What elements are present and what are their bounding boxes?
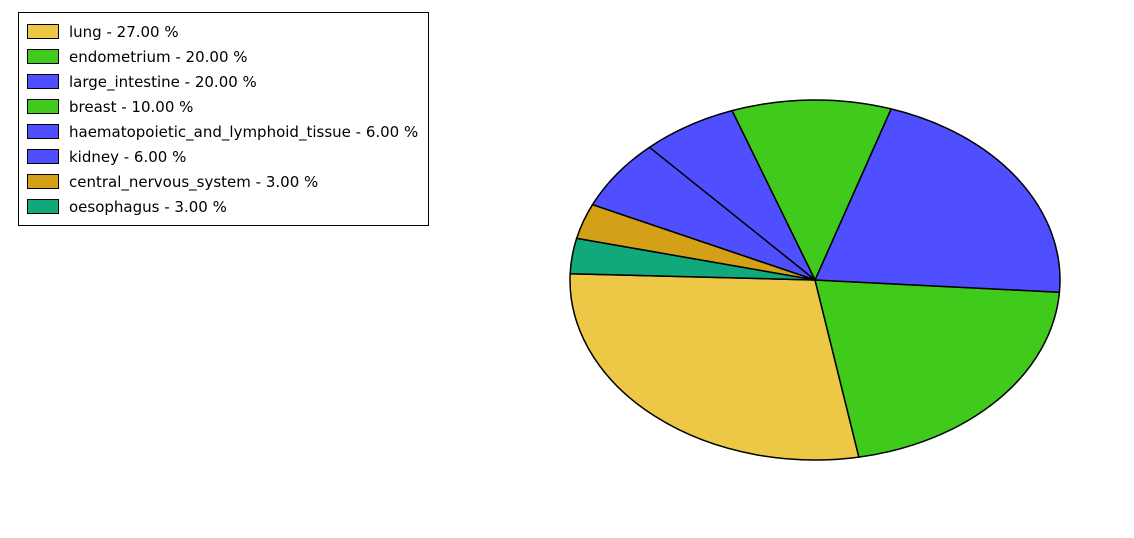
legend-item: haematopoietic_and_lymphoid_tissue - 6.0… bbox=[27, 119, 418, 144]
legend-item: kidney - 6.00 % bbox=[27, 144, 418, 169]
legend-swatch bbox=[27, 24, 59, 39]
pie-slice-endometrium bbox=[815, 280, 1059, 457]
legend-item: lung - 27.00 % bbox=[27, 19, 418, 44]
legend-swatch bbox=[27, 74, 59, 89]
pie-slice-lung bbox=[570, 274, 859, 460]
legend-label: large_intestine - 20.00 % bbox=[69, 73, 257, 91]
legend-swatch bbox=[27, 199, 59, 214]
legend-item: oesophagus - 3.00 % bbox=[27, 194, 418, 219]
legend-item: breast - 10.00 % bbox=[27, 94, 418, 119]
legend-swatch bbox=[27, 174, 59, 189]
legend-label: lung - 27.00 % bbox=[69, 23, 179, 41]
legend-item: endometrium - 20.00 % bbox=[27, 44, 418, 69]
legend-item: central_nervous_system - 3.00 % bbox=[27, 169, 418, 194]
legend-box: lung - 27.00 % endometrium - 20.00 % large… bbox=[18, 12, 429, 226]
legend-item: large_intestine - 20.00 % bbox=[27, 69, 418, 94]
legend-label: kidney - 6.00 % bbox=[69, 148, 186, 166]
legend-label: haematopoietic_and_lymphoid_tissue - 6.0… bbox=[69, 123, 418, 141]
legend-swatch bbox=[27, 124, 59, 139]
legend-swatch bbox=[27, 49, 59, 64]
pie-chart bbox=[567, 97, 1063, 463]
legend-label: endometrium - 20.00 % bbox=[69, 48, 248, 66]
legend-label: central_nervous_system - 3.00 % bbox=[69, 173, 318, 191]
chart-canvas: lung - 27.00 % endometrium - 20.00 % large… bbox=[0, 0, 1134, 538]
legend-label: oesophagus - 3.00 % bbox=[69, 198, 227, 216]
legend-label: breast - 10.00 % bbox=[69, 98, 193, 116]
legend-swatch bbox=[27, 149, 59, 164]
legend-swatch bbox=[27, 99, 59, 114]
